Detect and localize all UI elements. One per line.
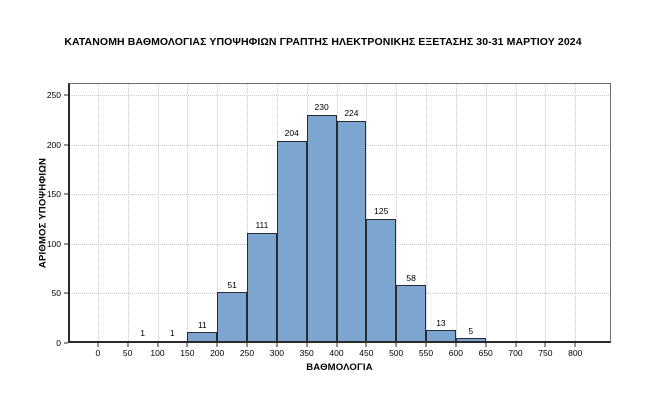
x-tick-mark — [425, 343, 427, 347]
bar-value-label: 51 — [227, 279, 237, 290]
y-tick-mark — [64, 193, 68, 195]
histogram-bar — [276, 140, 307, 343]
histogram-bar — [217, 292, 247, 343]
x-tick-mark — [276, 343, 278, 347]
y-tick-label: 150 — [46, 188, 61, 199]
y-tick-mark — [64, 342, 68, 344]
x-tick-label: 100 — [150, 348, 165, 358]
x-tick-mark — [127, 343, 129, 347]
x-tick-label: 50 — [122, 348, 133, 358]
x-tick-label: 450 — [359, 348, 374, 358]
x-tick-mark — [395, 343, 397, 347]
x-tick-mark — [157, 343, 158, 347]
x-tick-mark — [455, 343, 457, 347]
y-tick-mark — [64, 94, 68, 96]
x-tick-mark — [97, 343, 99, 347]
y-tick-label: 250 — [46, 89, 61, 100]
x-tick-label: 700 — [508, 348, 523, 358]
x-tick-label: 600 — [448, 348, 463, 358]
y-tick-mark — [64, 144, 68, 146]
y-tick-mark — [64, 243, 68, 245]
x-tick-label: 400 — [329, 348, 344, 358]
vertical-gridline — [455, 83, 457, 343]
bar-value-label: 5 — [468, 325, 474, 336]
x-tick-mark — [574, 343, 576, 347]
bar-value-label: 58 — [406, 272, 416, 283]
x-tick-label: 650 — [478, 348, 493, 358]
bar-value-label: 224 — [344, 108, 359, 119]
vertical-gridline — [187, 83, 189, 343]
x-tick-mark — [336, 343, 338, 347]
x-tick-mark — [515, 343, 517, 347]
x-tick-label: 750 — [538, 348, 553, 358]
chart-title: ΚΑΤΑΝΟΜΗ ΒΑΘΜΟΛΟΓΙΑΣ ΥΠΟΨΗΦΙΩΝ ΓΡΑΠΤΗΣ Η… — [64, 36, 582, 48]
bar-value-label: 11 — [197, 319, 207, 330]
x-tick-label: 350 — [299, 348, 314, 358]
vertical-gridline — [575, 83, 577, 343]
x-tick-mark — [365, 343, 367, 347]
y-tick-mark — [64, 292, 68, 294]
vertical-gridline — [157, 83, 159, 343]
x-tick-mark — [544, 343, 546, 347]
bar-value-label: 111 — [255, 220, 269, 231]
x-tick-mark — [186, 343, 188, 347]
vertical-gridline — [515, 83, 517, 343]
x-tick-label: 500 — [389, 348, 404, 358]
histogram-bar — [336, 120, 367, 343]
vertical-gridline — [97, 83, 99, 343]
bar-value-label: 204 — [284, 128, 299, 139]
bar-value-label: 13 — [436, 317, 446, 328]
bar-value-label: 1 — [170, 328, 175, 339]
y-tick-label: 100 — [46, 238, 61, 249]
x-axis-title: ΒΑΘΜΟΛΟΓΙΑ — [306, 362, 373, 373]
bar-value-label: 1 — [140, 328, 145, 339]
horizontal-gridline — [68, 94, 611, 96]
vertical-gridline — [217, 83, 219, 343]
x-tick-label: 0 — [95, 348, 101, 358]
x-tick-label: 150 — [180, 348, 195, 358]
vertical-gridline — [247, 83, 248, 343]
vertical-gridline — [485, 83, 487, 343]
y-tick-label: 200 — [46, 139, 61, 150]
vertical-gridline — [545, 83, 547, 343]
x-tick-mark — [216, 343, 218, 347]
vertical-gridline — [127, 83, 129, 343]
bar-value-label: 125 — [374, 206, 389, 217]
x-tick-label: 200 — [210, 348, 225, 358]
x-tick-label: 800 — [568, 348, 583, 358]
y-tick-label: 0 — [56, 337, 61, 348]
plot-area: 1 1 11 51 111 204 230 224 125 58 13 5 0 50 100 150 200 2… — [47, 83, 611, 357]
x-tick-mark — [306, 343, 308, 347]
y-axis-title: ΑΡΙΘΜΟΣ ΥΠΟΨΗΦΙΩΝ — [37, 157, 49, 269]
histogram-bar — [366, 218, 397, 343]
bar-value-label: 230 — [314, 102, 329, 113]
vertical-gridline — [396, 83, 398, 343]
x-tick-label: 300 — [269, 348, 284, 358]
x-tick-mark — [485, 343, 487, 347]
vertical-gridline — [426, 83, 428, 343]
vertical-gridline — [366, 83, 368, 343]
ticks-layer: 0 50 100 150 200 250 300 350 400 450 500 550 600 650 7… — [47, 83, 611, 357]
x-tick-mark — [246, 343, 248, 347]
x-tick-label: 250 — [239, 348, 255, 358]
y-tick-label: 50 — [51, 288, 61, 299]
x-tick-label: 550 — [418, 348, 434, 358]
histogram-bar — [306, 114, 337, 343]
